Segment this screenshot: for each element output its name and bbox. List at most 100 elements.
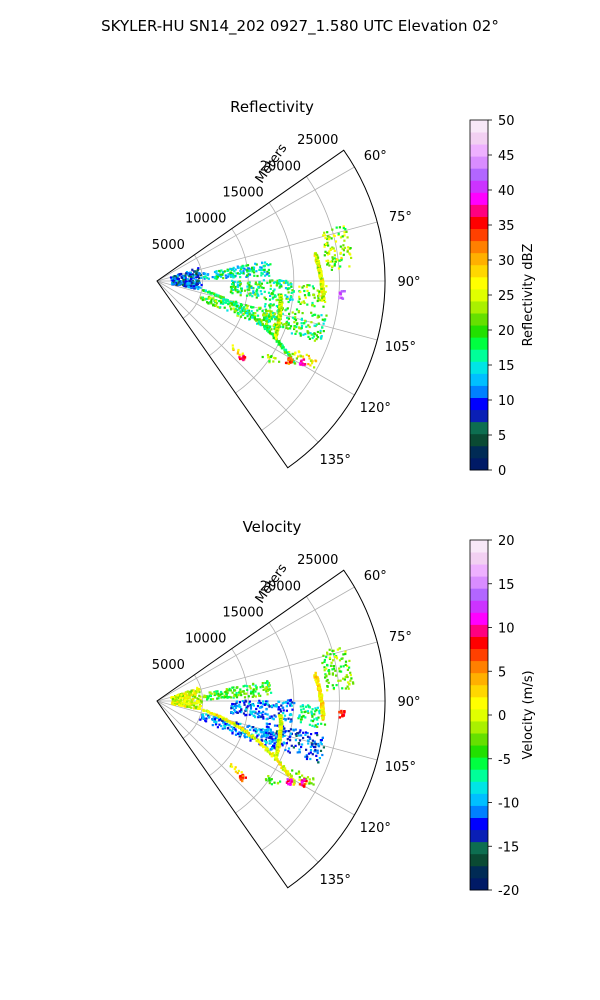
echo-pixel: [263, 270, 266, 273]
echo-pixel: [234, 703, 237, 706]
echo-core-pixel: [287, 782, 290, 786]
echo-pixel: [186, 695, 189, 698]
echo-core-pixel: [342, 714, 345, 717]
echo-line-pixel: [323, 297, 326, 301]
echo-pixel: [333, 653, 336, 656]
echo-core-pixel: [299, 362, 302, 365]
echo-pixel: [285, 297, 288, 300]
echo-pixel: [256, 729, 259, 732]
colorbar-segment: [470, 636, 488, 650]
echo-core-pixel: [300, 363, 303, 366]
colorbar-segment: [470, 745, 488, 758]
echo-pixel: [181, 694, 184, 697]
echo-core-pixel: [343, 290, 346, 293]
echo-pixel: [305, 782, 308, 785]
echo-pixel: [171, 279, 174, 282]
echo-pixel: [266, 713, 269, 716]
echo-pixel: [190, 706, 193, 709]
echo-pixel: [239, 311, 242, 314]
echo-pixel: [325, 314, 328, 317]
echo-pixel: [262, 685, 265, 688]
echo-pixel: [264, 729, 267, 732]
echo-pixel: [267, 726, 270, 729]
azimuth-tick-label: 105°: [385, 340, 416, 355]
echo-pixel: [176, 694, 180, 697]
echo-pixel: [224, 691, 227, 694]
echo-pixel: [268, 739, 271, 742]
echo-core-pixel: [338, 291, 342, 294]
echo-pixel: [330, 664, 333, 667]
echo-pixel: [290, 713, 293, 716]
echo-pixel: [307, 363, 310, 366]
echo-pixel: [196, 688, 199, 691]
colorbar-segment: [470, 733, 488, 746]
echo-pixel: [187, 699, 190, 702]
echo-pixel: [323, 231, 326, 234]
echo-pixel: [273, 327, 276, 330]
echo-pixel: [183, 705, 186, 708]
echo-pixel: [291, 311, 294, 314]
echo-pixel: [278, 282, 281, 285]
echo-pixel: [205, 717, 208, 720]
echo-pixel: [282, 706, 285, 709]
echo-line-pixel: [293, 779, 296, 782]
echo-pixel: [171, 281, 174, 284]
echo-pixel: [292, 290, 295, 293]
echo-pixel: [267, 264, 270, 267]
echo-pixel: [266, 685, 269, 688]
echo-pixel: [299, 721, 302, 724]
echo-pixel: [225, 695, 228, 698]
echo-pixel: [211, 276, 214, 279]
echo-pixel: [287, 747, 291, 750]
echo-pixel: [175, 702, 178, 706]
echo-line-pixel: [319, 270, 323, 273]
echo-pixel: [194, 692, 197, 695]
reflectivity-panel: Reflectivity60°75°90°105°120°135°5000100…: [152, 98, 536, 479]
echo-line-pixel: [279, 720, 282, 723]
azimuth-tick-label: 75°: [389, 630, 412, 645]
echo-pixel: [205, 713, 208, 716]
sector-frame: [156, 569, 386, 889]
echo-pixel: [231, 732, 234, 735]
echo-pixel: [288, 351, 291, 354]
echo-pixel: [295, 325, 298, 329]
echo-pixel: [314, 710, 317, 713]
colorbar-segment: [470, 397, 488, 411]
echo-pixel: [307, 704, 310, 707]
echo-pixel: [257, 692, 260, 695]
echo-pixel: [274, 739, 277, 742]
echo-pixel: [246, 307, 249, 310]
echo-pixel: [334, 655, 337, 658]
colorbar-segment: [470, 144, 488, 157]
echo-pixel: [310, 321, 313, 324]
echo-line-pixel: [272, 336, 275, 340]
echo-pixel: [246, 705, 249, 708]
echo-pixel: [312, 313, 315, 316]
echo-pixel: [305, 285, 308, 289]
echo-pixel: [271, 731, 275, 734]
echo-line-pixel: [315, 677, 319, 680]
echo-pixel: [328, 671, 331, 674]
echo-pixel: [236, 352, 239, 355]
echo-pixel: [294, 744, 297, 747]
echo-pixel: [268, 715, 271, 718]
echo-line-pixel: [322, 291, 325, 294]
echo-pixel: [335, 684, 338, 687]
echo-pixel: [302, 300, 305, 303]
range-tick-label: 10000: [185, 212, 226, 227]
echo-pixel: [282, 281, 285, 284]
echo-pixel: [258, 318, 261, 321]
echo-core-pixel: [303, 779, 306, 783]
echo-pixel: [282, 280, 285, 283]
echo-pixel: [202, 272, 205, 275]
echo-pixel: [352, 682, 355, 685]
echo-pixel: [309, 359, 313, 362]
echo-pixel: [268, 274, 271, 277]
echo-pixel: [292, 746, 295, 749]
echo-core-pixel: [242, 358, 245, 362]
echo-pixel: [270, 778, 273, 781]
echo-pixel: [258, 715, 261, 718]
echo-pixel: [216, 697, 219, 700]
colorbar-segment: [470, 156, 488, 169]
azimuth-gridline: [156, 280, 355, 396]
